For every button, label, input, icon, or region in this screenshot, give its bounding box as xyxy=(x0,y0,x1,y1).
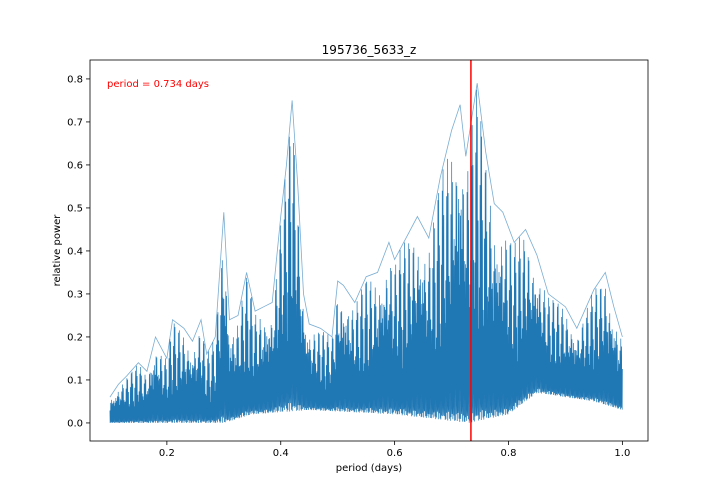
x-tick-label: 0.2 xyxy=(159,448,175,459)
x-axis-label: period (days) xyxy=(336,463,403,474)
y-tick-label: 0.7 xyxy=(67,117,83,128)
y-tick-label: 0.5 xyxy=(67,203,83,214)
y-tick-label: 0.1 xyxy=(67,375,83,386)
x-tick-label: 0.8 xyxy=(501,448,517,459)
y-tick-label: 0.2 xyxy=(67,332,83,343)
y-tick-label: 0.3 xyxy=(67,289,83,300)
x-axis-ticks: 0.2 0.4 0.6 0.8 1.0 xyxy=(159,441,630,459)
chart-title: 195736_5633_z xyxy=(322,43,417,57)
y-tick-label: 0.4 xyxy=(67,246,83,257)
axes-frame xyxy=(89,59,649,442)
periodogram-peak-envelope xyxy=(109,83,623,398)
x-tick-label: 1.0 xyxy=(614,448,630,459)
y-tick-label: 0.0 xyxy=(67,418,83,429)
periodogram-series-line xyxy=(109,89,623,423)
period-annotation: period = 0.734 days xyxy=(107,79,209,90)
y-axis-ticks: 0.0 0.1 0.2 0.3 0.4 0.5 0.6 0.7 0.8 xyxy=(67,74,90,429)
y-tick-label: 0.6 xyxy=(67,160,83,171)
plot-area xyxy=(89,59,649,442)
y-tick-label: 0.8 xyxy=(67,74,83,85)
x-tick-label: 0.6 xyxy=(387,448,403,459)
x-tick-label: 0.4 xyxy=(273,448,289,459)
y-axis-label: relative power xyxy=(52,214,63,287)
series-group xyxy=(109,83,623,423)
